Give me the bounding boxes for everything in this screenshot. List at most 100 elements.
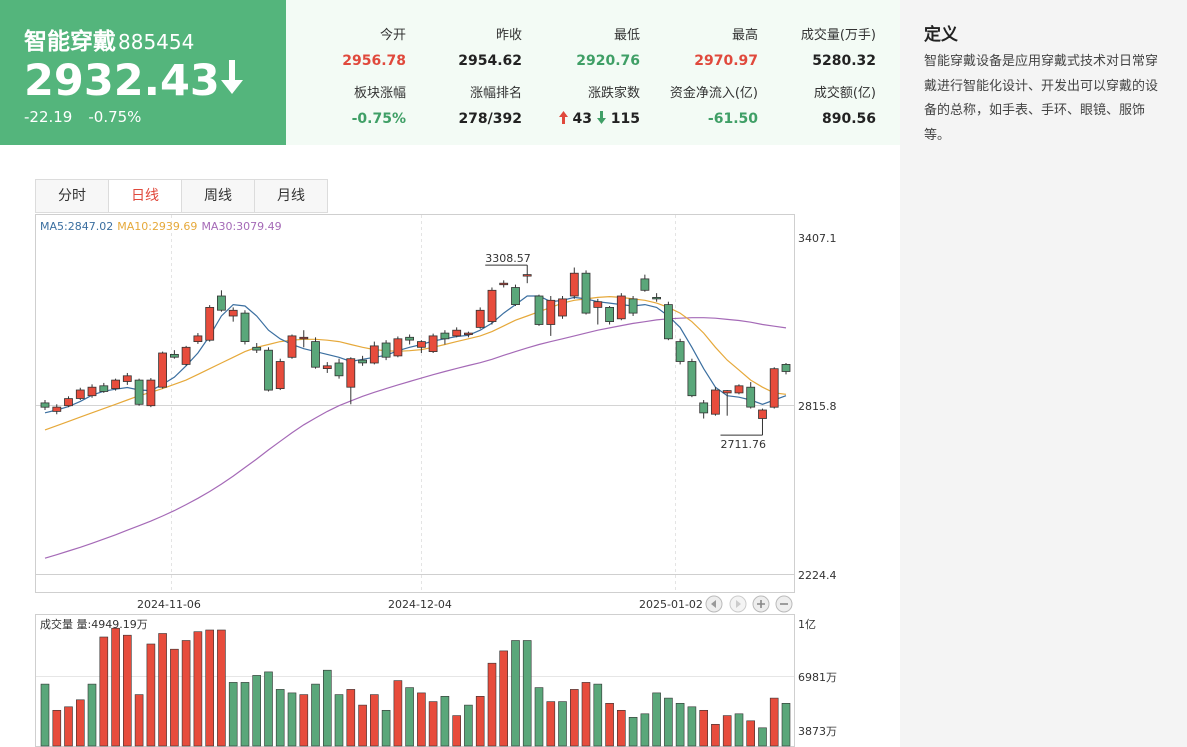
candle-body	[769, 368, 779, 408]
candle	[87, 384, 97, 398]
kline-chart[interactable]: 3407.1 2815.8 2224.4 2024-11-06 2024-12-…	[0, 214, 900, 747]
candle-body	[99, 385, 109, 392]
candle	[75, 387, 85, 401]
stat-value: 278/392	[458, 111, 522, 127]
volume-bar	[687, 706, 697, 747]
volume-bar	[746, 720, 756, 747]
tab-weekly[interactable]: 周线	[182, 180, 255, 212]
stat-value: 5280.32	[812, 53, 876, 69]
candle	[758, 408, 767, 436]
candles	[40, 265, 791, 436]
candle	[322, 362, 332, 373]
volume-bar	[417, 692, 426, 747]
high-annotation: 3308.57	[485, 252, 531, 265]
volume-bar	[146, 643, 156, 747]
volume-bar	[464, 704, 473, 747]
candle-body	[287, 335, 297, 358]
stat-advance-decline: 涨跌家数 43 115	[520, 82, 640, 127]
ma-lines	[44, 295, 787, 559]
candle-body	[264, 349, 273, 391]
candle	[358, 355, 368, 366]
candle	[593, 298, 603, 325]
candle	[122, 372, 132, 385]
candle-body	[628, 298, 638, 314]
volume-bar	[170, 648, 179, 747]
tab-intraday[interactable]: 分时	[36, 180, 109, 212]
stat-value: 43 115	[520, 111, 640, 127]
volume-bar	[393, 680, 403, 747]
volume-bar	[440, 695, 450, 747]
volume-bar	[758, 727, 767, 747]
low-annotation: 2711.76	[720, 438, 766, 451]
x-tick-label: 2024-12-04	[388, 598, 452, 611]
decline-count: 115	[610, 111, 640, 127]
candle	[275, 358, 285, 391]
volume-bar	[228, 682, 238, 747]
zoom-out-icon[interactable]	[775, 595, 793, 613]
candle-body	[252, 346, 262, 351]
candle	[158, 351, 168, 389]
tab-daily[interactable]: 日线	[109, 180, 182, 212]
current-price: 2932.43	[24, 56, 220, 106]
candle-body	[416, 341, 426, 348]
candle-body	[687, 361, 697, 397]
candle-body	[228, 309, 238, 317]
candle	[499, 280, 509, 288]
index-name: 智能穿戴	[24, 29, 116, 55]
volume-bar	[558, 701, 567, 747]
volume-bars	[40, 627, 791, 747]
candle-body	[475, 309, 485, 328]
stat-value: 2954.62	[458, 53, 522, 69]
price-change: -22.19 -0.75%	[24, 108, 157, 126]
candle	[581, 270, 591, 315]
stat-sector-change: 板块涨幅 -0.75%	[286, 82, 406, 127]
candle-body	[428, 335, 438, 352]
volume-bar	[264, 671, 273, 747]
candle	[334, 358, 344, 379]
candle-body	[40, 402, 50, 408]
ma5-label: MA5:2847.02	[40, 220, 114, 233]
volume-bar	[275, 689, 285, 747]
volume-bar	[569, 689, 579, 747]
tab-monthly[interactable]: 月线	[277, 188, 305, 204]
candle	[134, 378, 144, 406]
candle-body	[299, 336, 309, 340]
zoom-in-icon[interactable]	[752, 595, 770, 613]
volume-bar	[616, 709, 626, 747]
candle-body	[111, 379, 120, 390]
candle	[405, 334, 415, 345]
ma-legend: MA5:2847.02 MA10:2939.69 MA30:3079.49	[40, 220, 286, 233]
change-percent: -0.75%	[88, 108, 142, 126]
candle	[781, 362, 791, 375]
candle-body	[569, 272, 579, 297]
volume-bar	[546, 701, 556, 747]
stat-label: 资金净流入(亿)	[669, 86, 758, 101]
volume-bar	[87, 683, 97, 747]
candle	[616, 293, 626, 321]
candle-body	[699, 402, 709, 414]
candle-body	[758, 409, 767, 419]
candle	[40, 400, 50, 410]
candle	[475, 307, 485, 329]
candle	[687, 358, 697, 398]
stat-value: 890.56	[821, 111, 876, 127]
x-tick-label: 2025-01-02	[639, 598, 703, 611]
candle	[169, 350, 179, 359]
candle-body	[558, 298, 567, 317]
volume-bar	[334, 694, 344, 747]
candle-body	[275, 361, 285, 390]
volume-bar	[311, 683, 320, 747]
volume-bar	[628, 716, 638, 747]
volume-bar	[722, 715, 732, 747]
candle-body	[781, 363, 791, 372]
candle-body	[734, 385, 744, 394]
candle-body	[158, 352, 168, 388]
candle-body	[169, 353, 179, 358]
y-tick-label: 2224.4	[798, 569, 837, 582]
volume-bar	[511, 640, 520, 747]
candle	[369, 341, 379, 365]
scroll-right-icon[interactable]	[729, 595, 747, 613]
volume-bar	[111, 627, 120, 747]
scroll-left-icon[interactable]	[705, 595, 723, 613]
candle	[264, 347, 273, 392]
